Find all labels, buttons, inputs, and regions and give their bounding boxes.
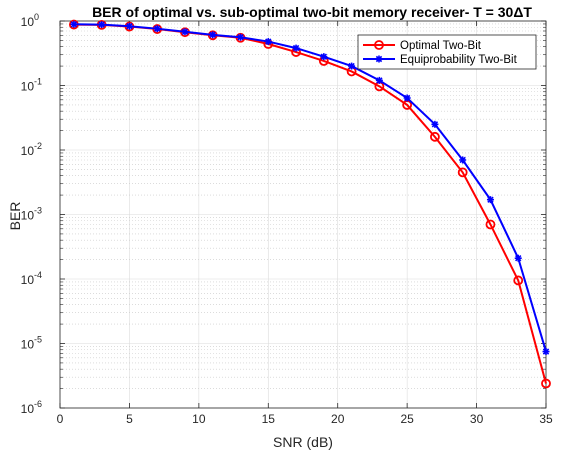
y-axis-label: BER (7, 202, 23, 231)
x-tick-label: 25 (400, 412, 414, 426)
legend-item: Equiprobability Two-Bit (363, 54, 518, 66)
data-point (320, 53, 328, 61)
x-tick-label: 0 (57, 412, 64, 426)
y-tick-base: 10 (21, 338, 35, 352)
x-tick-label: 35 (539, 412, 553, 426)
y-tick-label: 10 -4 (21, 270, 42, 287)
data-point (237, 33, 245, 41)
legend-item: Optimal Two-Bit (363, 40, 482, 52)
data-point (125, 22, 133, 30)
data-point (485, 219, 496, 230)
data-point (264, 38, 272, 46)
data-point (181, 28, 189, 36)
y-tick-label: 10 -2 (21, 141, 42, 158)
x-tick-label: 5 (126, 412, 133, 426)
series-line (73, 23, 547, 352)
y-tick-base: 10 (21, 80, 35, 94)
data-point (513, 275, 524, 286)
y-tick-label: 10 0 (21, 12, 39, 29)
x-tick-label: 10 (192, 412, 206, 426)
y-tick-base: 10 (21, 144, 35, 158)
series-equiprobability (70, 20, 550, 356)
x-tick-label: 15 (262, 412, 276, 426)
data-point (375, 76, 383, 84)
y-tick-label: 10 -6 (21, 399, 42, 416)
x-axis-label: SNR (dB) (273, 434, 333, 450)
y-tick-base: 10 (21, 209, 35, 223)
data-point (457, 167, 468, 178)
data-point (403, 94, 411, 102)
data-point (459, 156, 467, 164)
y-tick-exponent: -2 (34, 141, 42, 151)
data-point (70, 20, 78, 28)
y-tick-exponent: -1 (34, 77, 42, 87)
series (68, 19, 551, 389)
data-point (542, 348, 550, 356)
data-point (431, 120, 439, 128)
legend-label: Equiprobability Two-Bit (400, 54, 518, 66)
data-point (153, 25, 161, 33)
legend-box (357, 34, 537, 70)
data-point (514, 254, 522, 262)
plot-frame (59, 20, 547, 409)
data-point (486, 196, 494, 204)
y-tick-exponent: -3 (34, 206, 42, 216)
x-tick-labels: 0 5 10 15 20 25 30 35 (57, 412, 553, 426)
data-point (209, 31, 217, 39)
data-point (375, 55, 383, 63)
legend: Optimal Two-Bit Equiprobability Two-Bit (357, 34, 537, 70)
y-tick-base: 10 (21, 273, 35, 287)
y-tick-label: 10 -1 (21, 77, 42, 94)
y-tick-exponent: -4 (34, 270, 42, 280)
x-tick-label: 20 (331, 412, 345, 426)
y-tick-exponent: 0 (34, 12, 39, 22)
y-tick-base: 10 (21, 402, 35, 416)
y-tick-exponent: -6 (34, 399, 42, 409)
chart-title: BER of optimal vs. sub-optimal two-bit m… (92, 4, 532, 20)
y-tick-exponent: -5 (34, 335, 42, 345)
data-point (541, 378, 551, 389)
data-point (430, 131, 440, 142)
y-tick-label: 10 -3 (21, 206, 42, 223)
data-point (292, 44, 300, 52)
data-point (374, 40, 384, 50)
x-tick-label: 30 (470, 412, 484, 426)
legend-label: Optimal Two-Bit (400, 40, 482, 52)
y-tick-base: 10 (21, 15, 35, 29)
data-point (348, 62, 356, 70)
ticks (59, 20, 547, 409)
y-tick-label: 10 -5 (21, 335, 42, 352)
data-point (98, 21, 106, 29)
